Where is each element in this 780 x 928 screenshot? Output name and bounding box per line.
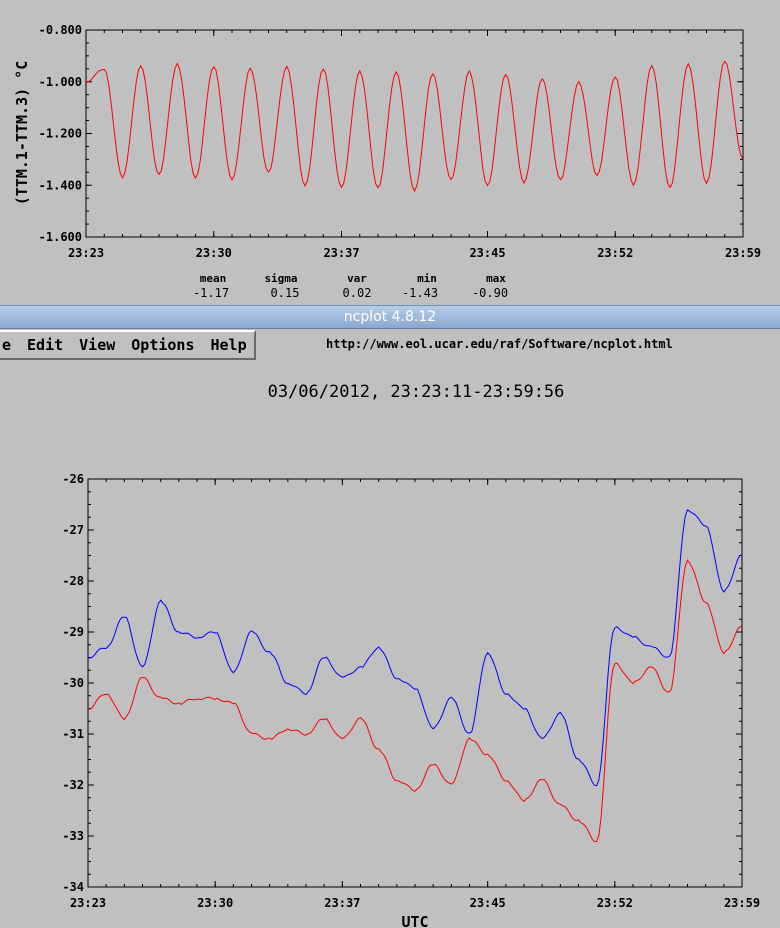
- top-chart-panel: -0.800 -1.000 -1.200 -1.400 -1.600 23:23 23:3…: [13, 23, 761, 300]
- top-ytick-label: -1.200: [39, 127, 82, 141]
- menu-view[interactable]: View: [79, 336, 116, 354]
- bottom-chart-panel: -26 -27 -28 -29 -30 -31 -32 -33 -34 23:23 23:30 23…: [62, 472, 760, 928]
- bottom-series-blue-line: [87, 509, 743, 787]
- bottom-xtick-label: 23:30: [197, 896, 233, 910]
- top-ytick-label: -0.800: [39, 23, 82, 37]
- stats-header-sigma: sigma: [264, 272, 297, 285]
- bottom-x-axis-label: UTC: [401, 913, 428, 928]
- bottom-ytick-label: -26: [62, 472, 84, 486]
- top-xtick-label: 23:23: [68, 246, 104, 260]
- menu-file[interactable]: e: [2, 336, 12, 354]
- menu-bar: e Edit View Options Help: [0, 330, 256, 360]
- stats-value-mean: -1.17: [193, 286, 229, 300]
- bottom-ytick-label: -33: [62, 829, 84, 843]
- menu-edit[interactable]: Edit: [27, 336, 64, 354]
- stats-table: mean sigma var min max -1.17 0.15 0.02 -…: [193, 272, 508, 300]
- stats-header-min: min: [417, 272, 437, 285]
- top-xtick-label: 23:52: [597, 246, 633, 260]
- top-series-line: [85, 60, 744, 193]
- stats-value-var: 0.02: [343, 286, 372, 300]
- bottom-xtick-label: 23:59: [724, 896, 760, 910]
- bottom-xtick-label: 23:37: [324, 896, 360, 910]
- top-xtick-label: 23:59: [725, 246, 761, 260]
- plot-date-range: 03/06/2012, 23:23:11-23:59:56: [267, 382, 565, 402]
- top-xtick-label: 23:30: [196, 246, 232, 260]
- stats-value-sigma: 0.15: [271, 286, 300, 300]
- bottom-xtick-label: 23:45: [470, 896, 506, 910]
- bottom-ytick-label: -30: [62, 676, 84, 690]
- top-ytick-label: -1.600: [39, 230, 82, 244]
- stats-header-var: var: [347, 272, 367, 285]
- bottom-xtick-label: 23:52: [597, 896, 633, 910]
- top-y-axis-label: (TTM.1-TTM.3) °C: [13, 61, 31, 206]
- window-titlebar[interactable]: ncplot 4.8.12: [0, 305, 780, 329]
- bottom-xtick-label: 23:23: [70, 896, 106, 910]
- bottom-ytick-label: -32: [62, 778, 84, 792]
- stats-header-mean: mean: [200, 272, 227, 285]
- bottom-ytick-label: -28: [62, 574, 84, 588]
- top-xtick-label: 23:37: [323, 246, 359, 260]
- menu-options[interactable]: Options: [131, 336, 195, 354]
- top-plot-frame: [85, 29, 744, 238]
- bottom-plot-frame: [87, 478, 743, 888]
- top-ytick-label: -1.000: [39, 75, 82, 89]
- bottom-series-red-line: [87, 559, 742, 843]
- software-url: http://www.eol.ucar.edu/raf/Software/ncp…: [326, 337, 673, 351]
- stats-header-max: max: [486, 272, 506, 285]
- stats-value-min: -1.43: [402, 286, 438, 300]
- window-title: ncplot 4.8.12: [343, 309, 437, 325]
- stats-value-max: -0.90: [472, 286, 508, 300]
- top-ytick-label: -1.400: [39, 178, 82, 192]
- bottom-ytick-label: -34: [62, 880, 84, 894]
- bottom-ytick-label: -27: [62, 523, 84, 537]
- menu-help[interactable]: Help: [210, 336, 247, 354]
- bottom-ytick-label: -29: [62, 625, 84, 639]
- bottom-ytick-label: -31: [62, 727, 84, 741]
- top-xtick-label: 23:45: [469, 246, 505, 260]
